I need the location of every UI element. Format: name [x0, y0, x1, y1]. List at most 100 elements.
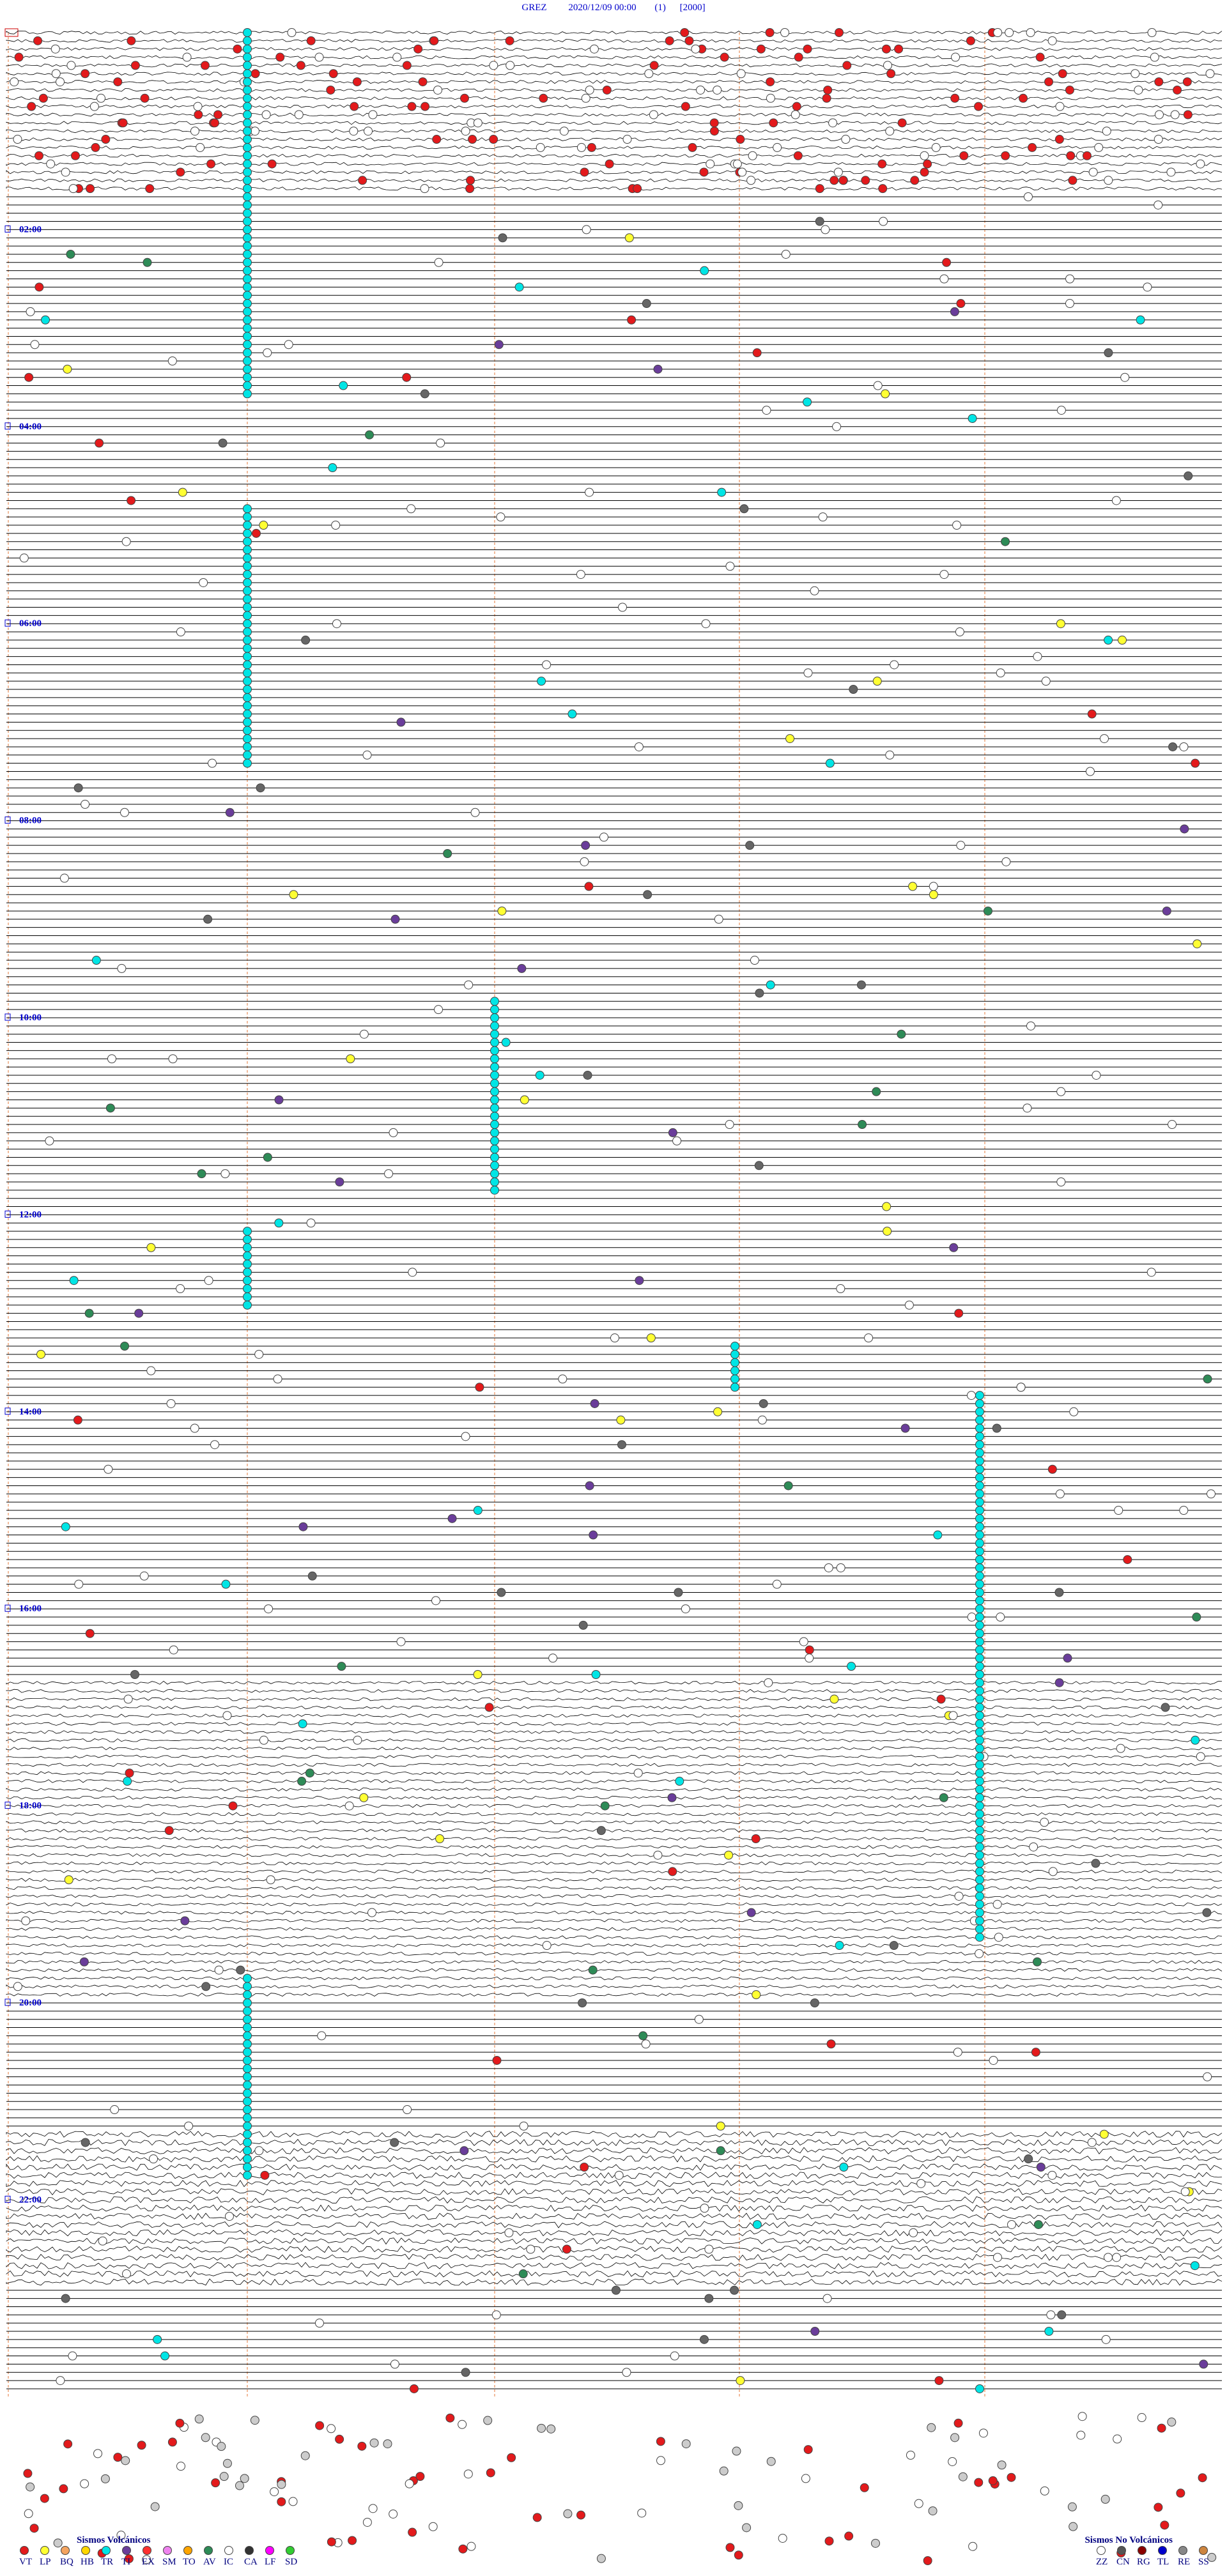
event [85, 1629, 95, 1638]
event [975, 1809, 984, 1819]
event [243, 85, 252, 95]
event [736, 135, 745, 144]
event [752, 348, 762, 358]
event [1047, 2170, 1057, 2180]
trace [6, 145, 1223, 150]
event [591, 1670, 601, 1679]
legend-marker [204, 2546, 213, 2555]
event [84, 1308, 94, 1318]
event [668, 1128, 677, 1137]
event [490, 1062, 499, 1072]
event [519, 2121, 529, 2131]
event [243, 61, 252, 70]
trace [6, 1844, 1223, 1849]
trace [6, 1771, 1223, 1775]
event [1116, 1744, 1125, 1753]
event [40, 2494, 49, 2503]
event [243, 602, 252, 612]
event [1143, 282, 1152, 292]
event [486, 2468, 495, 2478]
event [1168, 742, 1178, 751]
event [436, 438, 445, 448]
event [633, 1768, 643, 1778]
event [975, 1867, 984, 1876]
trace [6, 2147, 1223, 2154]
event [706, 159, 715, 169]
event [617, 1440, 626, 1450]
event [243, 340, 252, 349]
event [1035, 52, 1045, 62]
event [121, 2269, 131, 2279]
event [836, 1563, 845, 1572]
event [872, 677, 882, 686]
event [1147, 28, 1157, 37]
event [384, 1169, 394, 1179]
trace [6, 2131, 1223, 2138]
event [580, 167, 589, 177]
event [59, 873, 69, 883]
event [145, 184, 155, 194]
event [871, 2538, 881, 2548]
event [975, 1391, 984, 1400]
event [490, 1046, 499, 1055]
event [1180, 2187, 1190, 2196]
event [634, 742, 644, 751]
event [856, 980, 866, 990]
legend-marker [61, 2546, 70, 2555]
event [243, 2080, 252, 2090]
hour-label: 18:00 [19, 1801, 42, 1811]
event [578, 1998, 587, 2007]
event [243, 1974, 252, 1983]
event [885, 750, 895, 760]
event [184, 2121, 194, 2131]
event [954, 1891, 964, 1901]
event [243, 660, 252, 670]
event [730, 1366, 739, 1376]
trace [6, 112, 1223, 117]
event [243, 135, 252, 144]
event [243, 1982, 252, 1991]
event [1019, 93, 1028, 103]
event [305, 1768, 314, 1778]
event [243, 512, 252, 522]
event [256, 783, 265, 793]
event [939, 570, 949, 579]
legend-marker [102, 2546, 111, 2555]
event [143, 257, 152, 267]
event [1069, 1407, 1079, 1416]
event [1102, 126, 1111, 136]
event [51, 69, 61, 79]
event [243, 726, 252, 735]
events [10, 28, 1217, 2566]
header: GREZ 2020/12/09 00:00 (1) [2000] [521, 3, 705, 13]
event [243, 521, 252, 530]
event [975, 1694, 984, 1704]
event [975, 1588, 984, 1597]
event [975, 1670, 984, 1679]
event [490, 1136, 499, 1146]
event [825, 758, 835, 768]
event [1113, 2434, 1122, 2444]
event [992, 2253, 1002, 2262]
hour-label: 02:00 [19, 224, 42, 234]
event [243, 274, 252, 284]
event [243, 315, 252, 325]
event [41, 315, 50, 325]
event [243, 685, 252, 694]
event [653, 364, 663, 374]
legend-title: Sismos Volcánicos [77, 2535, 151, 2545]
event [975, 1629, 984, 1638]
event [113, 2453, 123, 2462]
event [975, 1777, 984, 1786]
event [1123, 1555, 1132, 1565]
event [1007, 2472, 1016, 2482]
event [539, 93, 548, 103]
event [243, 2006, 252, 2016]
event [243, 2170, 252, 2180]
trace [6, 1976, 1223, 1981]
event [243, 528, 252, 538]
event [975, 1875, 984, 1885]
event [1094, 142, 1104, 152]
event [369, 2438, 379, 2448]
event [714, 914, 723, 924]
